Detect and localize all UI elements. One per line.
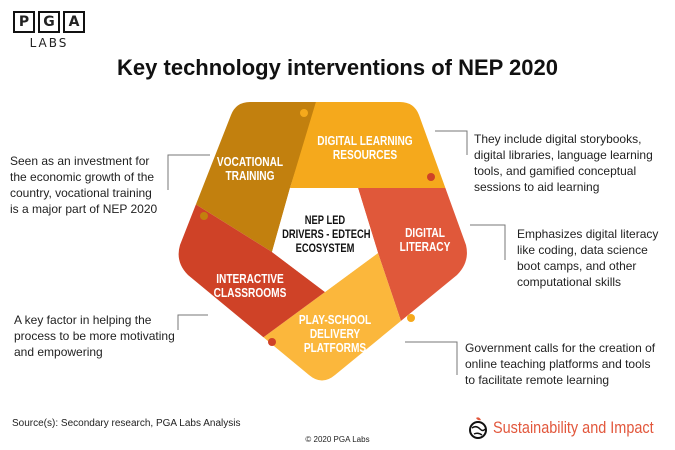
label-line: RESOURCES xyxy=(332,147,398,162)
label-line: TRAINING xyxy=(225,168,275,183)
desc-interactive: A key factor in helping the process to be… xyxy=(14,312,175,360)
desc-vocational: Seen as an investment for the economic gr… xyxy=(10,153,157,217)
dot xyxy=(407,314,415,322)
desc-line: the economic growth of the xyxy=(10,170,155,184)
center-area xyxy=(272,188,378,292)
connector-line xyxy=(435,130,468,155)
copyright: © 2020 PGA Labs xyxy=(305,435,370,444)
desc-line: like coding, data science xyxy=(517,243,648,257)
page-title: Key technology interventions of NEP 2020 xyxy=(117,55,558,80)
desc-line: is a major part of NEP 2020 xyxy=(10,202,158,216)
connector-line xyxy=(177,314,208,330)
label-line: DELIVERY xyxy=(309,326,361,341)
dot xyxy=(200,212,208,220)
label-line: LITERACY xyxy=(399,239,451,254)
desc-line: to facilitate remote learning xyxy=(465,373,610,387)
pga-labs-logo: P G A LABS xyxy=(13,11,85,50)
brand-text: Sustainability and Impact xyxy=(493,418,654,437)
connector-line xyxy=(405,341,458,375)
connector-line xyxy=(167,154,210,190)
label-line: DRIVERS - EDTECH xyxy=(282,227,371,241)
desc-digital-literacy: Emphasizes digital literacy like coding, … xyxy=(517,226,658,290)
desc-line: and empowering xyxy=(14,345,103,359)
desc-line: country, vocational training xyxy=(10,186,152,200)
label-digital-learning: DIGITAL LEARNING RESOURCES xyxy=(314,134,415,162)
desc-play-school: Government calls for the creation of onli… xyxy=(465,340,655,388)
source-note: Source(s): Secondary research, PGA Labs … xyxy=(12,418,241,429)
desc-line: A key factor in helping the xyxy=(14,313,152,327)
label-line: DIGITAL xyxy=(405,225,445,240)
globe-leaf-icon xyxy=(469,417,487,439)
desc-line: computational skills xyxy=(517,275,622,289)
center-label: NEP LED DRIVERS - EDTECH ECOSYSTEM xyxy=(282,213,371,255)
desc-line: tools, and gamified conceptual xyxy=(474,164,637,178)
logo-letter: P xyxy=(13,11,35,33)
label-digital-literacy: DIGITAL LITERACY xyxy=(394,226,456,254)
desc-line: process to be more motivating xyxy=(14,329,175,343)
logo-sub: LABS xyxy=(29,36,69,50)
label-vocational: VOCATIONAL TRAINING xyxy=(207,155,293,183)
desc-line: Seen as an investment for xyxy=(10,154,150,168)
logo-letter: A xyxy=(63,11,85,33)
label-line: NEP LED xyxy=(304,213,346,227)
label-line: CLASSROOMS xyxy=(213,285,287,300)
connector-line xyxy=(470,224,506,260)
desc-line: digital libraries, language learning xyxy=(474,148,653,162)
logo-letter: G xyxy=(38,11,60,33)
dot xyxy=(427,173,435,181)
desc-line: They include digital storybooks, xyxy=(474,132,642,146)
label-interactive: INTERACTIVE CLASSROOMS xyxy=(207,272,293,300)
desc-line: boot camps, and other xyxy=(517,259,637,273)
dot xyxy=(300,109,308,117)
desc-line: Government calls for the creation of xyxy=(465,341,656,355)
label-play-school: PLAY-SCHOOL DELIVERY PLATFORMS xyxy=(296,313,374,355)
desc-line: online teaching platforms and tools xyxy=(465,357,651,371)
label-line: INTERACTIVE xyxy=(216,271,284,286)
label-line: ECOSYSTEM xyxy=(295,241,355,255)
brand-badge: Sustainability and Impact xyxy=(467,416,675,440)
label-line: PLATFORMS xyxy=(303,340,367,355)
label-line: VOCATIONAL xyxy=(216,154,284,169)
desc-digital-learning: They include digital storybooks, digital … xyxy=(474,131,653,195)
desc-line: Emphasizes digital literacy xyxy=(517,227,659,241)
label-line: PLAY-SCHOOL xyxy=(298,312,372,327)
label-line: DIGITAL LEARNING xyxy=(317,133,413,148)
dot xyxy=(268,338,276,346)
desc-line: sessions to aid learning xyxy=(474,180,600,194)
